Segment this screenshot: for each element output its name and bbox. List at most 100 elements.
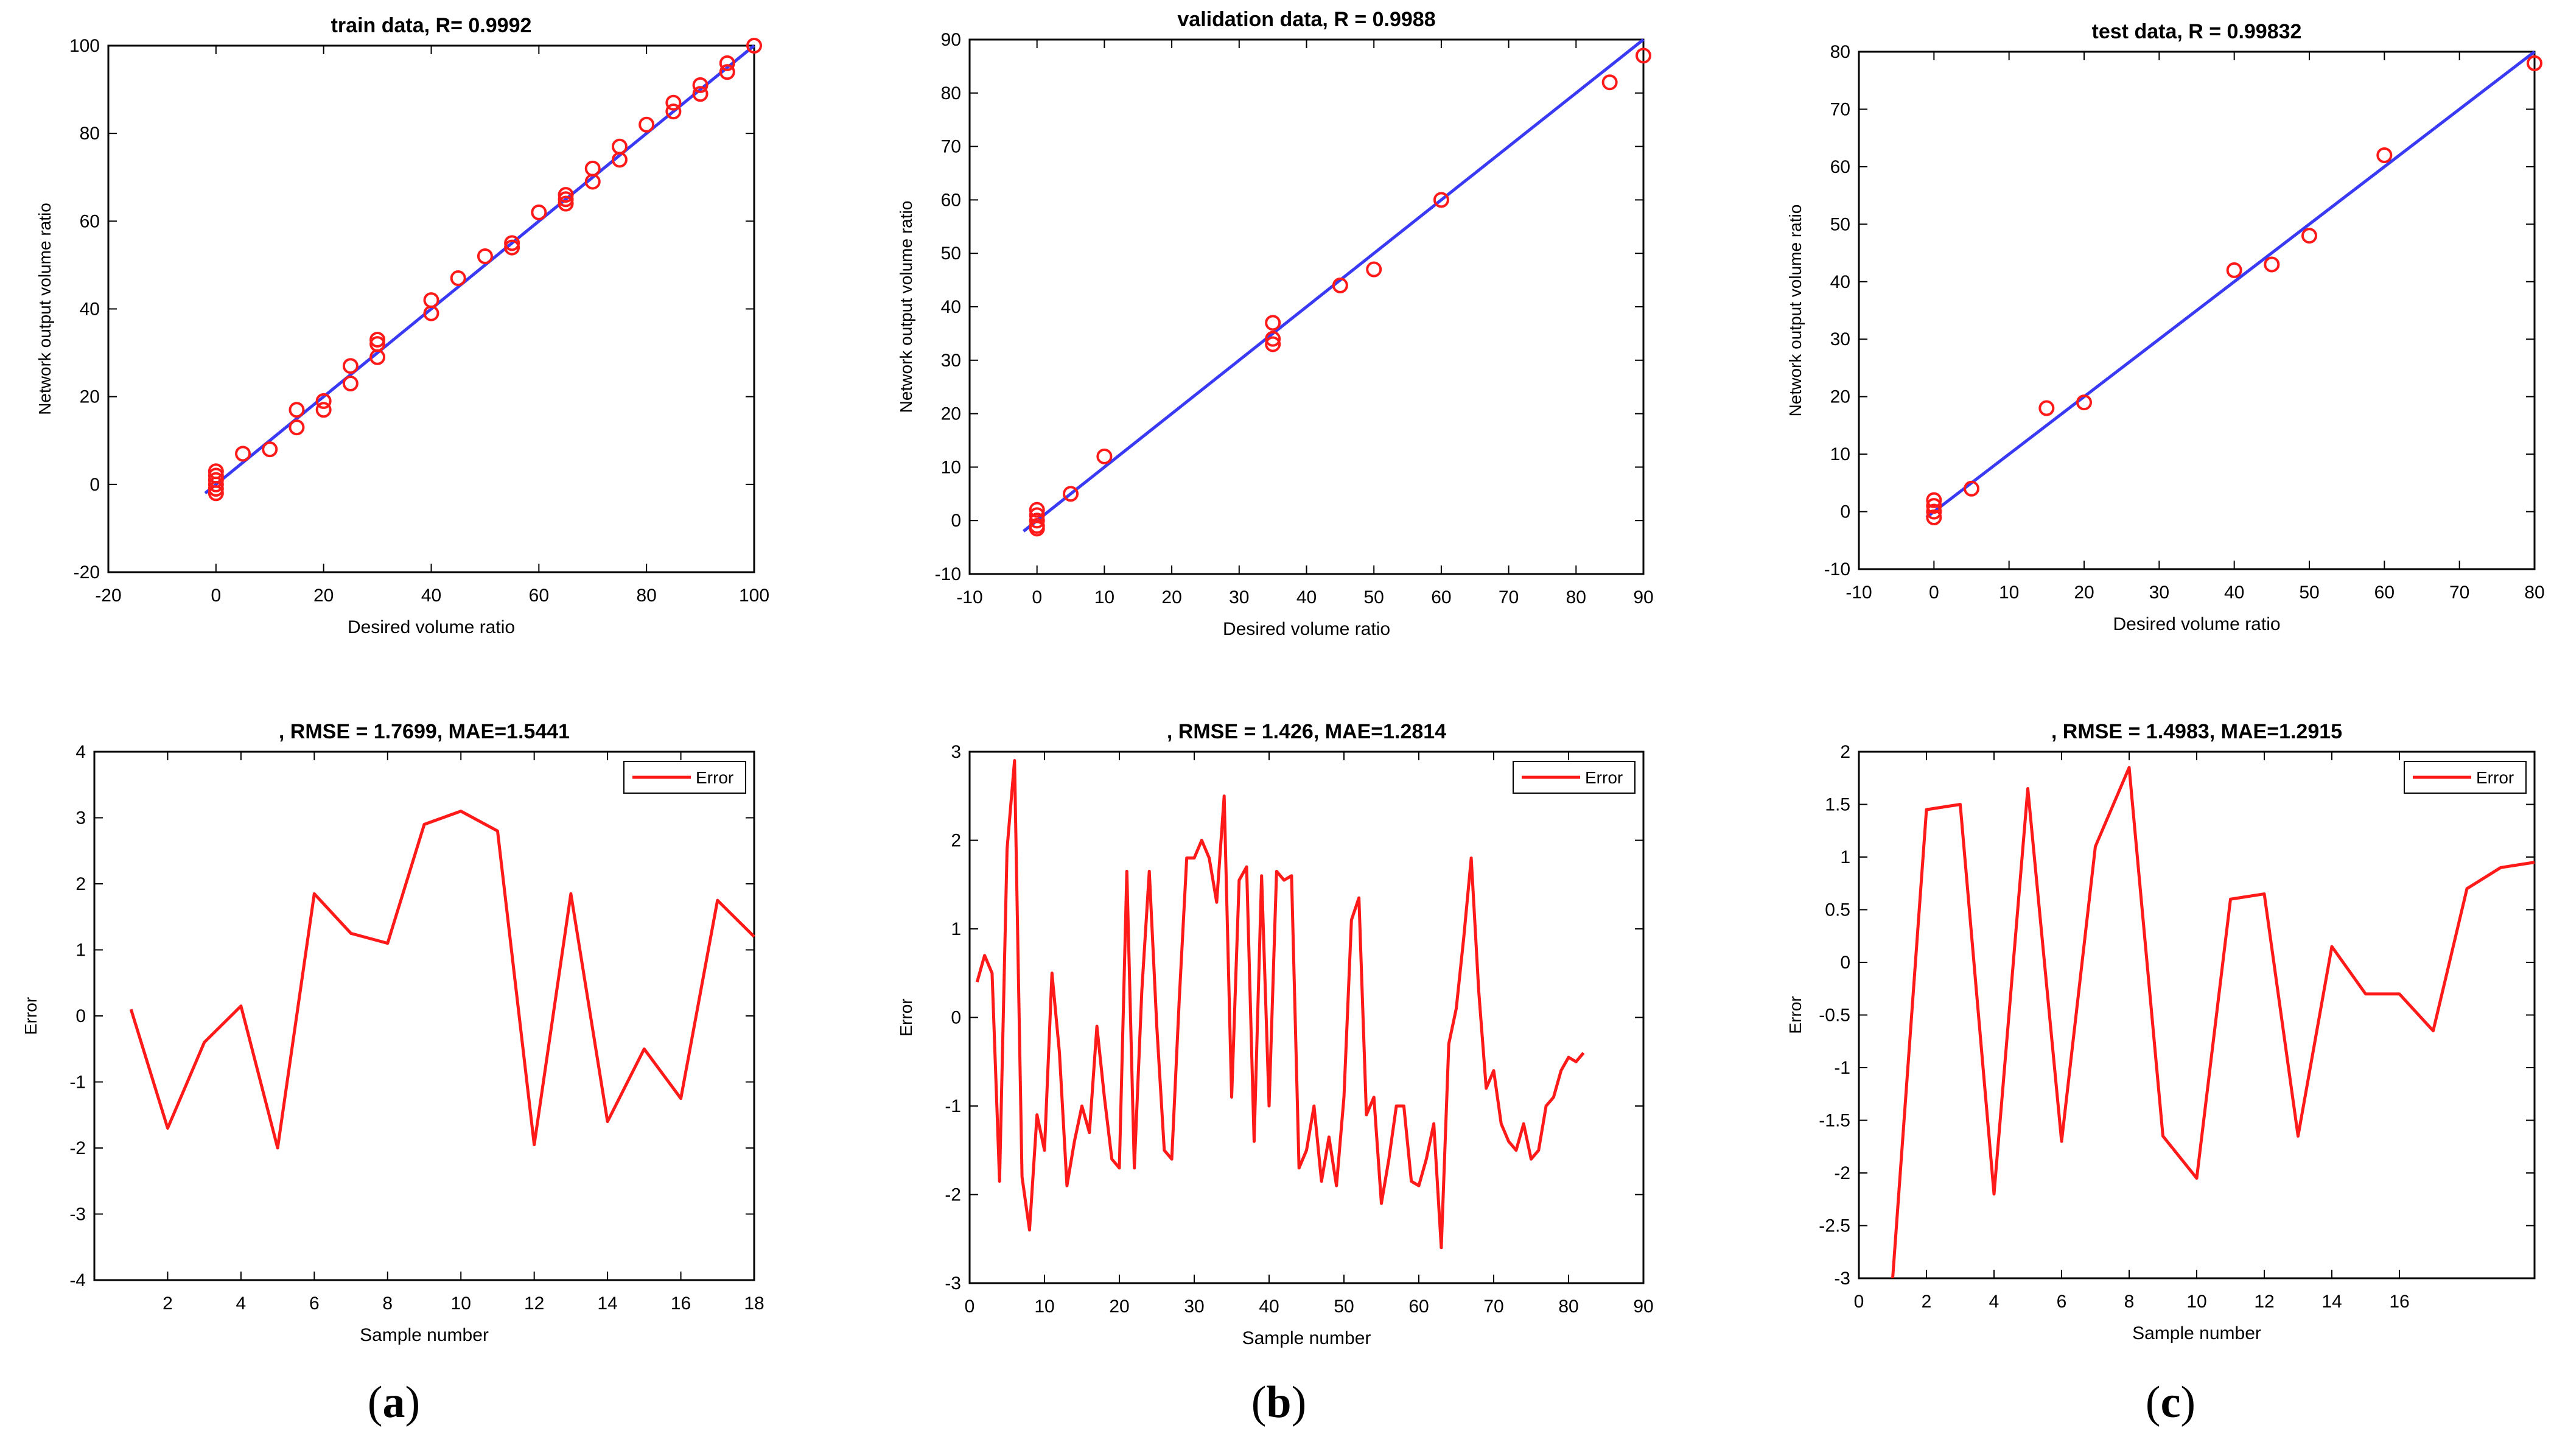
c-top-y-tick-label: 20: [1830, 387, 1850, 407]
a-top-data-point: [584, 160, 601, 177]
a-top-data-point: [665, 94, 682, 111]
c-bottom-y-tick-label: -0.5: [1819, 1006, 1850, 1026]
b-bottom-y-tick-label: 0: [951, 1008, 961, 1028]
a-top-x-tick-label: 60: [529, 586, 549, 606]
b-top-data-point: [1332, 277, 1348, 293]
a-top-x-tick-label: 80: [636, 586, 656, 606]
b-top-data-point: [1029, 513, 1045, 529]
b-top-y-axis-label: Network output volume ratio: [897, 201, 915, 413]
c-bottom-x-tick-label: 10: [2186, 1292, 2206, 1312]
b-top-data-point: [1433, 192, 1449, 208]
c-bottom-plot-frame: [1858, 751, 2536, 1279]
b-bottom-y-axis-label: Error: [897, 998, 915, 1036]
a-bottom-x-tick-label: 16: [671, 1293, 691, 1314]
panel-caption-b: (b): [1251, 1377, 1307, 1427]
c-bottom-error-series-line: [1891, 766, 2535, 1279]
a-top-data-point: [746, 38, 762, 54]
c-top-y-tick-label: 60: [1830, 157, 1850, 177]
a-top-x-tick-label: 100: [739, 586, 769, 606]
c-bottom-x-tick-label: 12: [2254, 1292, 2274, 1312]
a-bottom-y-tick-label: -3: [69, 1205, 86, 1225]
c-bottom-y-tick-label: 1: [1840, 847, 1850, 867]
b-top-x-tick-label: 50: [1364, 587, 1384, 607]
a-bottom-y-tick-label: 4: [75, 742, 86, 762]
b-bottom-x-tick-label: 0: [965, 1297, 975, 1317]
c-top-chart-title: test data, R = 0.99832: [2092, 20, 2302, 43]
a-top-y-tick-label: 0: [89, 475, 100, 495]
b-bottom-y-tick-label: -2: [945, 1185, 961, 1205]
c-top-y-axis-label: Network output volume ratio: [1786, 205, 1805, 417]
a-top-data-point: [315, 393, 332, 409]
b-top-y-tick-label: 60: [941, 190, 961, 210]
c-top-data-point: [1926, 498, 1942, 514]
c-top-y-tick-label: -10: [1824, 559, 1850, 579]
a-top-data-point: [531, 204, 547, 220]
a-top-data-point: [692, 77, 708, 93]
b-bottom-error-series-line: [975, 759, 1585, 1250]
c-top-x-tick-label: 20: [2074, 583, 2094, 603]
a-top-data-point: [719, 64, 735, 80]
c-top-data-point: [2038, 400, 2055, 416]
c-bottom-x-axis-label: Sample number: [2132, 1323, 2261, 1343]
b-bottom-x-axis-label: Sample number: [1242, 1328, 1371, 1348]
b-top-data-point: [1029, 507, 1045, 523]
b-bottom-x-tick-label: 30: [1184, 1297, 1204, 1317]
c-bottom-y-tick-label: 0.5: [1825, 900, 1850, 920]
b-top-y-tick-label: 90: [941, 30, 961, 50]
c-top-x-tick-label: 0: [1929, 583, 1939, 603]
b-bottom-legend-label: Error: [1585, 768, 1623, 787]
c-top-fit-line: [1925, 51, 2536, 519]
a-top-y-tick-label: -20: [74, 562, 100, 583]
b-top-x-tick-label: 20: [1161, 587, 1181, 607]
b-bottom-x-tick-label: 90: [1633, 1297, 1653, 1317]
a-bottom-x-tick-label: 18: [744, 1293, 764, 1314]
a-bottom-x-tick-label: 4: [236, 1293, 247, 1314]
c-top-x-axis-label: Desired volume ratio: [2113, 614, 2280, 634]
c-top-x-tick-label: 80: [2524, 583, 2544, 603]
b-bottom-x-tick-label: 80: [1558, 1297, 1578, 1317]
b-top-y-tick-label: -10: [935, 564, 961, 584]
c-bottom-x-tick-label: 0: [1854, 1292, 1864, 1312]
c-bottom-x-tick-label: 14: [2321, 1292, 2342, 1312]
a-top-x-tick-label: 20: [313, 586, 334, 606]
a-top-data-point: [665, 103, 682, 120]
a-bottom-x-axis-label: Sample number: [360, 1325, 489, 1345]
a-top-data-point: [504, 235, 520, 251]
b-bottom-plot-frame: [968, 751, 1645, 1284]
a-top-data-point: [262, 441, 278, 458]
b-top-x-tick-label: -10: [956, 587, 982, 607]
c-top-y-tick-label: 30: [1830, 329, 1850, 349]
a-top-x-tick-label: 0: [211, 586, 221, 606]
a-top-data-point: [342, 358, 359, 374]
a-top-data-point: [289, 419, 305, 436]
a-bottom-y-tick-label: 0: [75, 1006, 86, 1026]
c-top-data-point: [1926, 509, 1942, 525]
a-bottom-chart-title: , RMSE = 1.7699, MAE=1.5441: [279, 720, 570, 743]
b-bottom-x-tick-label: 40: [1259, 1297, 1279, 1317]
b-top-x-tick-label: 60: [1431, 587, 1451, 607]
c-bottom-x-tick-label: 2: [1922, 1292, 1932, 1312]
a-bottom-plot-frame: [93, 751, 755, 1281]
c-top-y-tick-label: 40: [1830, 272, 1850, 292]
c-top-y-tick-label: 10: [1830, 444, 1850, 464]
c-bottom-x-tick-label: 16: [2389, 1292, 2409, 1312]
panel-caption-a: (a): [367, 1377, 421, 1427]
a-top-data-point: [558, 191, 574, 208]
c-top-data-point: [1926, 503, 1942, 520]
a-bottom-x-tick-label: 2: [163, 1293, 173, 1314]
b-top-y-tick-label: 30: [941, 351, 961, 371]
b-top-x-tick-label: 90: [1633, 587, 1653, 607]
c-bottom-chart-title: , RMSE = 1.4983, MAE=1.2915: [2051, 720, 2342, 743]
b-top-y-tick-label: 50: [941, 243, 961, 264]
c-top-data-point: [1926, 492, 1942, 508]
b-top-y-tick-label: 80: [941, 83, 961, 103]
c-bottom-x-tick-label: 4: [1989, 1292, 1999, 1312]
a-bottom-x-tick-label: 6: [309, 1293, 320, 1314]
a-bottom-x-tick-label: 14: [597, 1293, 617, 1314]
a-top-data-point: [423, 292, 439, 309]
a-bottom-x-tick-label: 12: [524, 1293, 544, 1314]
c-top-x-tick-label: 70: [2449, 583, 2469, 603]
b-top-y-tick-label: 40: [941, 297, 961, 317]
a-top-data-point: [504, 239, 520, 256]
